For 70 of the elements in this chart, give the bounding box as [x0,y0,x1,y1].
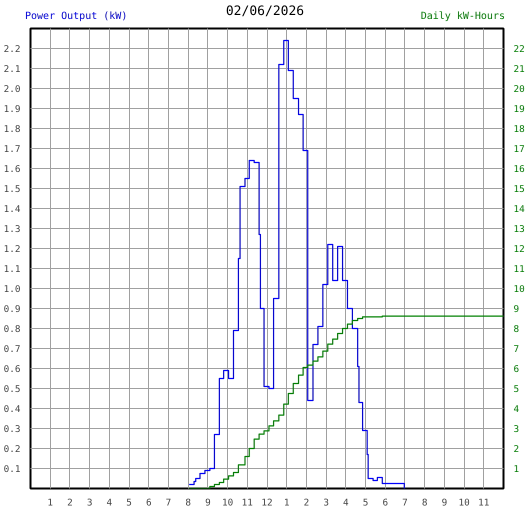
y-tick-label: 1.3 [4,224,21,235]
x-tick-label: 8 [422,498,428,508]
x-tick-label: 5 [362,498,368,508]
y-tick-label: 0.7 [4,344,21,355]
y-tick-label: 1.5 [4,184,21,195]
x-tick-label: 2 [304,498,310,508]
y-tick-label: 0.1 [4,464,21,475]
y2-tick-label: 10 [514,284,526,295]
x-tick-label: 7 [402,498,408,508]
x-tick-label: 7 [166,498,172,508]
y-tick-label: 1.6 [4,164,21,175]
y-tick-label: 0.6 [4,364,21,375]
x-tick-label: 5 [126,498,132,508]
y-tick-label: 0.3 [4,424,21,435]
y-tick-label: 0.9 [4,304,21,315]
y2-tick-label: 20 [514,84,526,95]
x-tick-label: 4 [343,498,350,508]
y2-tick-label: 5 [514,384,520,395]
y-tick-label: 1.8 [4,124,21,135]
y2-tick-label: 8 [514,324,520,335]
y2-tick-label: 7 [514,344,520,355]
y-tick-label: 1.1 [4,264,21,275]
y2-tick-label: 13 [514,224,525,235]
x-tick-label: 3 [86,498,92,508]
x-tick-label: 6 [146,498,152,508]
y2-tick-label: 17 [514,144,525,155]
y-tick-label: 1.2 [4,244,21,255]
y-tick-label: 2.1 [4,64,21,75]
y2-tick-label: 6 [514,364,520,375]
x-tick-label: 10 [222,498,234,508]
y2-tick-label: 11 [514,264,525,275]
x-tick-label: 9 [442,498,448,508]
y2-tick-label: 9 [514,304,520,315]
y-tick-label: 0.5 [4,384,21,395]
y2-tick-label: 12 [514,244,525,255]
y2-tick-label: 22 [514,44,525,55]
x-tick-label: 10 [458,498,470,508]
y-tick-label: 1.0 [4,284,21,295]
y-tick-label: 0.8 [4,324,21,335]
chart-title: 02/06/2026 [224,3,306,22]
y2-tick-label: 15 [514,184,525,195]
y2-tick-label: 16 [514,164,526,175]
y-tick-label: 1.9 [4,104,21,115]
x-tick-label: 9 [205,498,211,508]
y-tick-label: 1.4 [4,204,21,215]
y-axis-title: Power Output (kW) [25,10,128,24]
y2-tick-label: 18 [514,124,526,135]
y-tick-label: 0.2 [4,444,21,455]
y2-tick-label: 3 [514,424,520,435]
x-tick-label: 1 [284,498,290,508]
x-tick-label: 12 [261,498,273,508]
y-tick-label: 1.7 [4,144,21,155]
y2-tick-label: 19 [514,104,525,115]
x-tick-label: 1 [47,498,54,508]
y2-tick-label: 1 [514,464,520,475]
x-tick-label: 4 [106,498,113,508]
y-tick-label: 2.0 [4,84,21,95]
x-tick-label: 6 [382,498,388,508]
x-tick-label: 8 [185,498,192,508]
x-tick-label: 2 [67,498,73,508]
y-tick-label: 2.2 [4,44,21,55]
y2-tick-label: 4 [514,404,520,415]
y2-tick-label: 2 [514,444,520,455]
y2-axis-title: Daily kW-Hours [420,10,505,24]
y2-tick-label: 14 [514,204,526,215]
x-tick-label: 11 [478,498,490,508]
y2-tick-label: 21 [514,64,525,75]
y-tick-label: 0.4 [4,404,21,415]
x-tick-label: 3 [323,498,329,508]
x-tick-label: 11 [242,498,253,508]
